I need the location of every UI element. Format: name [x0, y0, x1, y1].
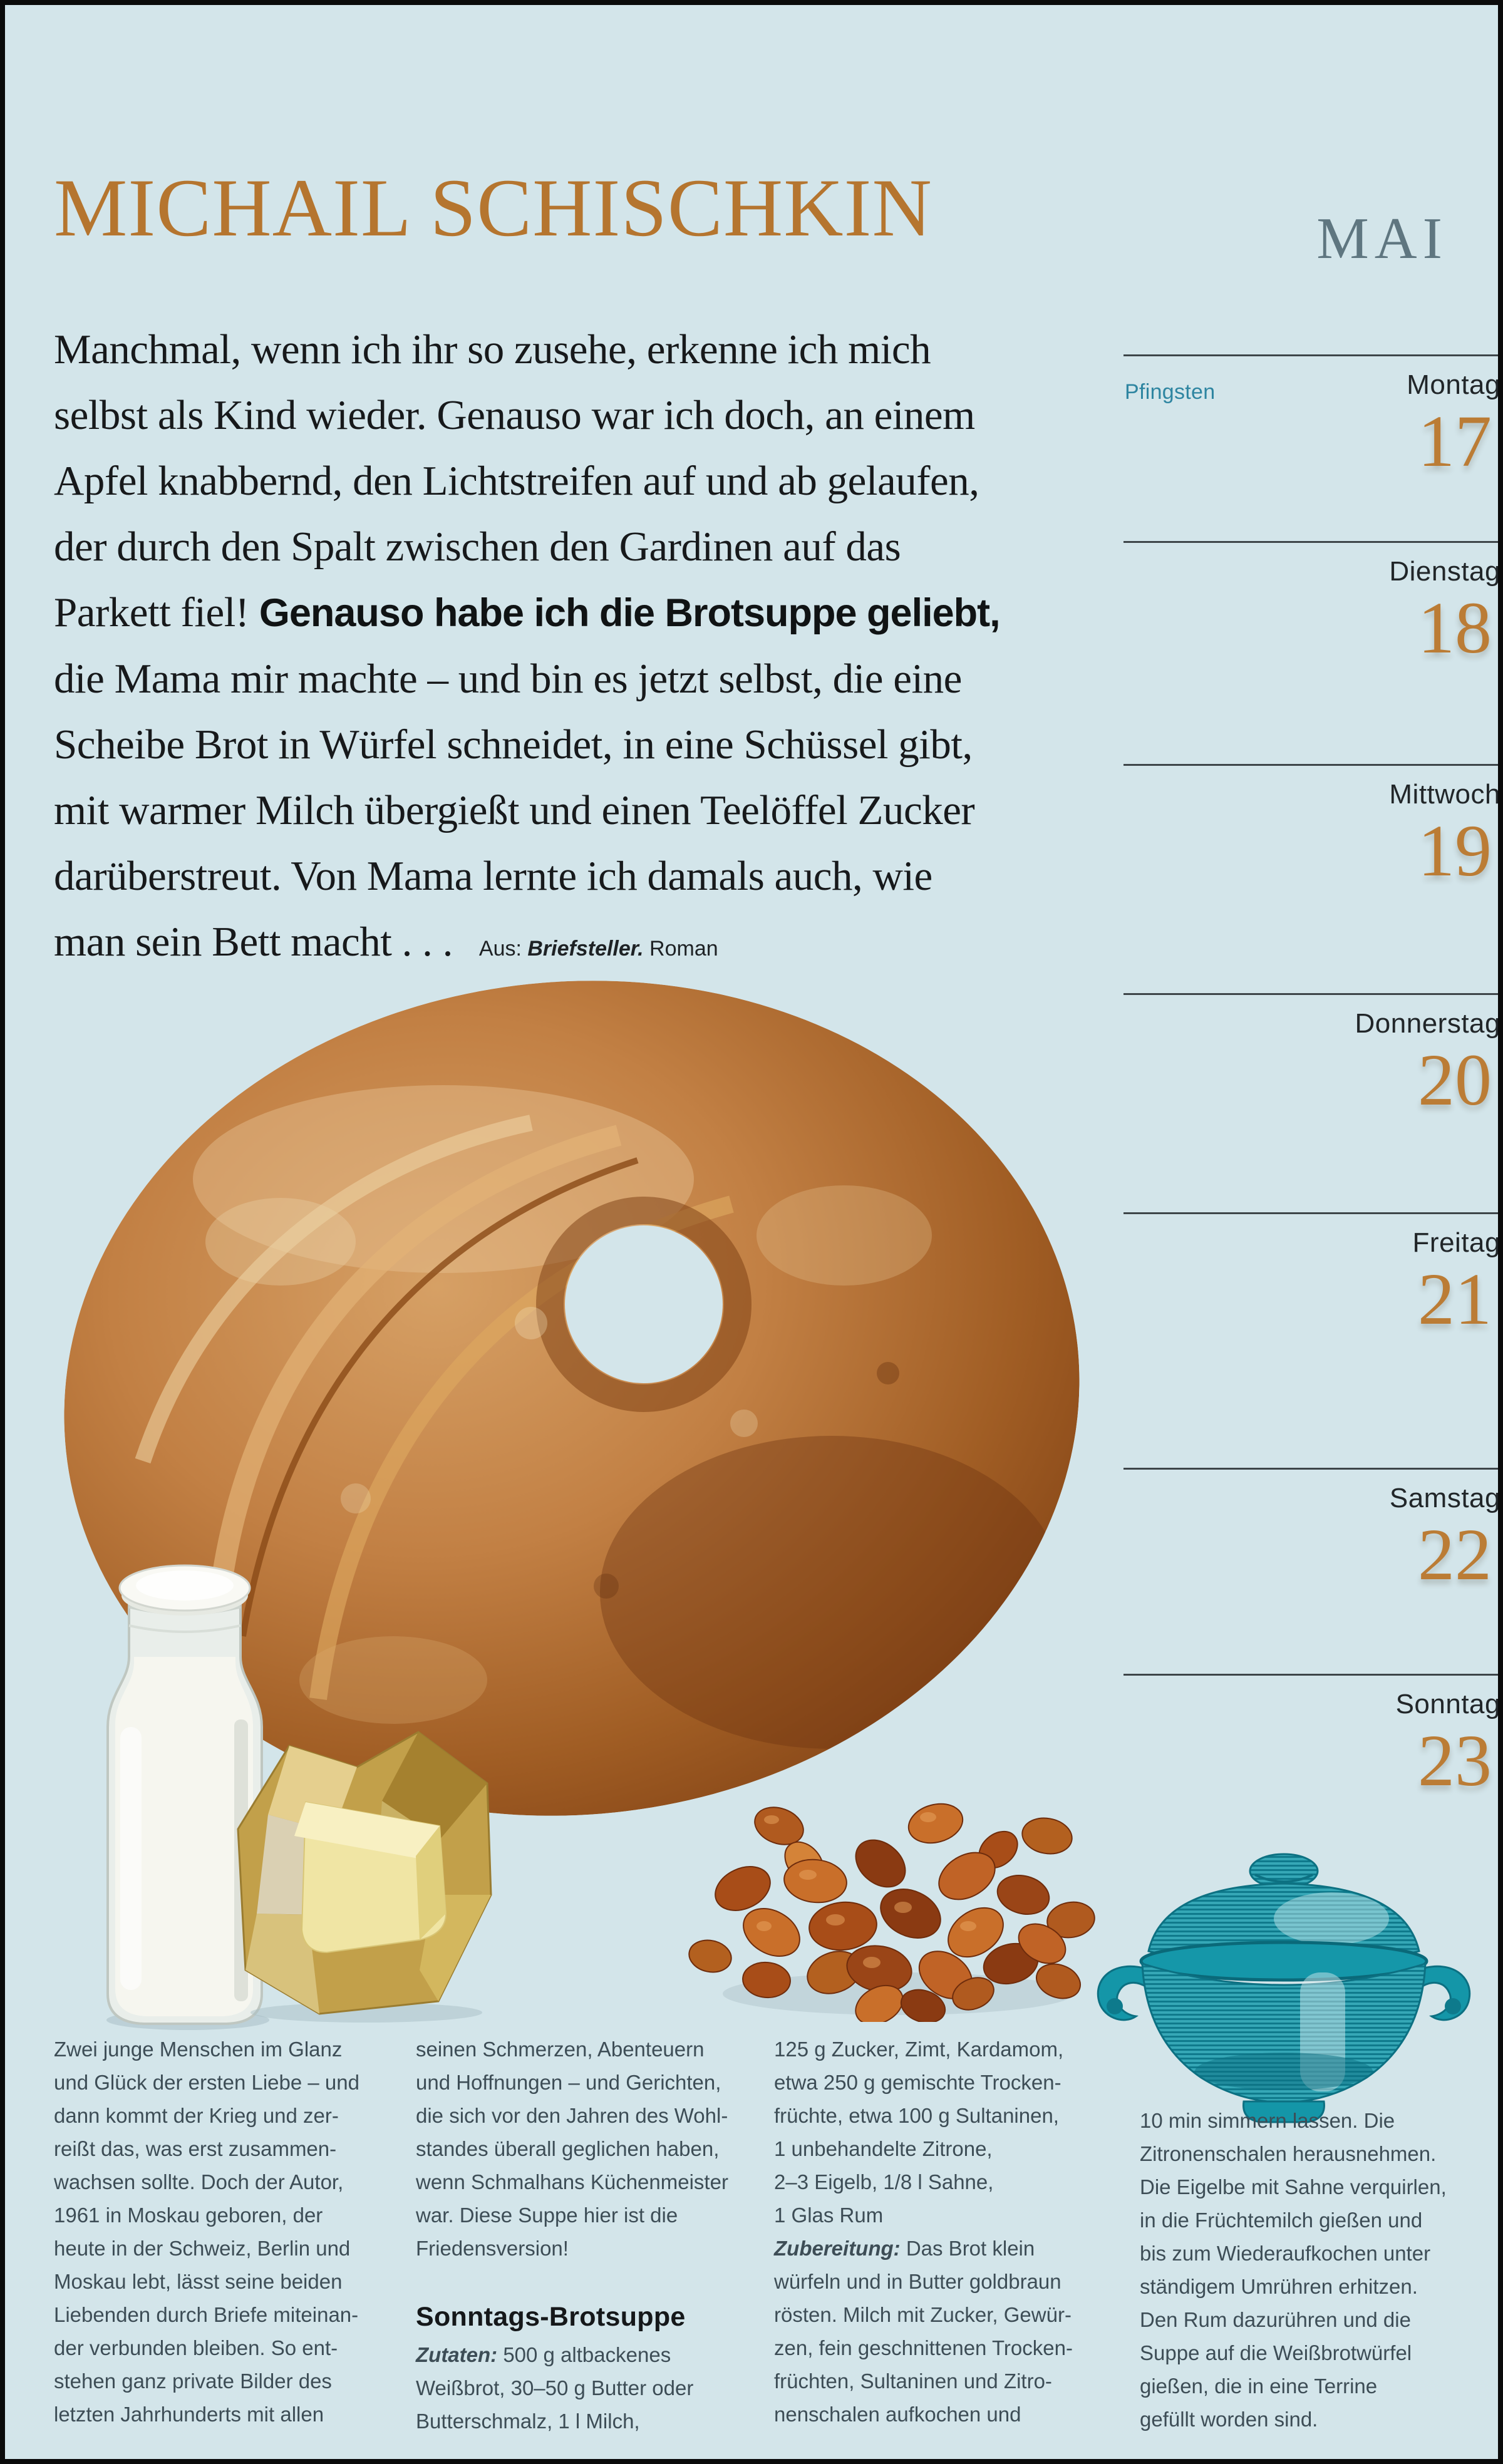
- day-label: Dienstag: [1389, 556, 1500, 587]
- quote-part1: Manchmal, wenn ich ihr so zusehe, erkenn…: [54, 326, 979, 636]
- day-label: Donnerstag: [1355, 1008, 1500, 1039]
- source-title: Briefsteller.: [527, 937, 644, 961]
- recipe-instructions-continued: 10 min simmern lassen. Die Zitronenschal…: [1140, 2109, 1447, 2431]
- day-number: 19: [1418, 810, 1492, 892]
- day-number: 21: [1418, 1258, 1492, 1341]
- day-number: 22: [1418, 1513, 1492, 1596]
- day-number: 17: [1418, 400, 1492, 483]
- recipe-title: Sonntags-Brotsuppe: [416, 2302, 686, 2332]
- footer-column-4: 10 min simmern lassen. Die Zitronenschal…: [1140, 2104, 1470, 2436]
- day-number: 18: [1418, 587, 1492, 669]
- calendar-row-montag: Pfingsten Montag 17: [1123, 354, 1500, 483]
- recipe-ingredients-2: 125 g Zucker, Zimt, Kardamom, etwa 250 g…: [774, 2038, 1073, 2426]
- zutaten-label: Zutaten:: [416, 2343, 498, 2367]
- day-label: Mittwoch: [1389, 779, 1500, 810]
- day-number: 23: [1418, 1719, 1492, 1802]
- holiday-label: Pfingsten: [1125, 380, 1216, 404]
- page-title: MICHAIL SCHISCHKIN: [54, 162, 932, 254]
- day-number: 20: [1418, 1039, 1492, 1121]
- milk-bottle-photo: [106, 1564, 269, 2030]
- day-label: Sonntag: [1395, 1689, 1500, 1719]
- footer-column-3: 125 g Zucker, Zimt, Kardamom, etwa 250 g…: [774, 2033, 1105, 2431]
- raisins-photo: [688, 1803, 1095, 2022]
- calendar-row-donnerstag: Donnerstag 20: [1123, 993, 1500, 1121]
- calendar-row-mittwoch: Mittwoch 19: [1123, 764, 1500, 892]
- day-label: Freitag: [1412, 1227, 1500, 1258]
- quote-part2: die Mama mir machte – und bin es jetzt s…: [54, 656, 975, 965]
- butter-photo: [237, 1731, 492, 2023]
- day-label: Montag: [1407, 369, 1500, 400]
- quote-bold-part: Genauso habe ich die Brotsuppe geliebt,: [259, 591, 1001, 635]
- calendar-row-freitag: Freitag 21: [1123, 1212, 1500, 1341]
- day-label: Samstag: [1389, 1483, 1500, 1513]
- footer-column-1: Zwei junge Menschen im Glanz und Glück d…: [54, 2033, 385, 2431]
- quote-text: Manchmal, wenn ich ihr so zusehe, erkenn…: [54, 317, 1134, 982]
- calendar-row-dienstag: Dienstag 18: [1123, 541, 1500, 669]
- author-blurb-continued: seinen Schmerzen, Abenteuern und Hoffnun…: [416, 2038, 728, 2260]
- bread-photo: [64, 981, 1080, 1816]
- recipe-ingredients-1: Zutaten: 500 g altbackenes Weißbrot, 30–…: [416, 2343, 694, 2433]
- footer-column-2: seinen Schmerzen, Abenteuern und Hoffnun…: [416, 2033, 746, 2438]
- calendar-row-sonntag: Sonntag 23: [1123, 1674, 1500, 1802]
- zubereitung-label: Zubereitung:: [774, 2237, 901, 2260]
- month-label: MAI: [1316, 206, 1448, 271]
- tureen-illustration: [1097, 1853, 1471, 2123]
- calendar-row-samstag: Samstag 22: [1123, 1468, 1500, 1596]
- quote-source: Aus: Briefsteller. Roman: [478, 937, 718, 961]
- author-blurb: Zwei junge Menschen im Glanz und Glück d…: [54, 2038, 359, 2426]
